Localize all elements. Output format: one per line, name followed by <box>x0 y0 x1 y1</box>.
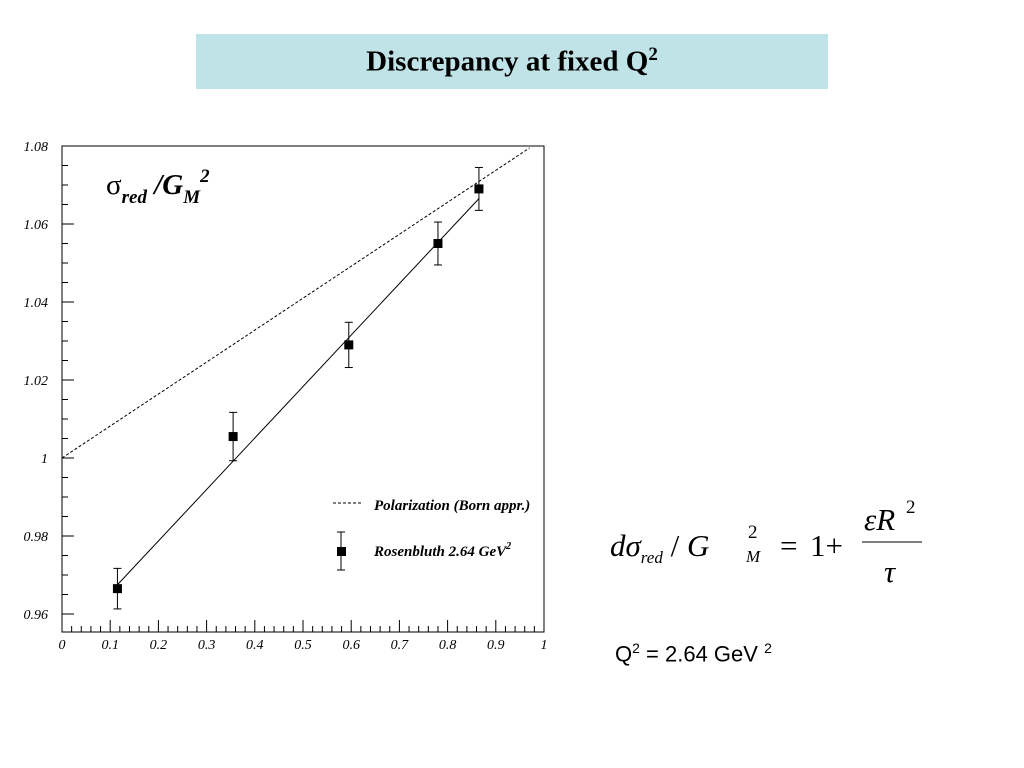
x-tick-label: 0.4 <box>246 638 264 653</box>
x-tick-label: 0.5 <box>294 638 312 653</box>
point-marker <box>344 340 354 350</box>
legend: Polarization (Born appr.) Rosenbluth 2.6… <box>333 498 530 571</box>
x-tick-label: 0 <box>59 638 66 653</box>
legend-marker-sample <box>337 547 346 556</box>
data-point <box>112 567 122 610</box>
legend-label-polarization: Polarization (Born appr.) <box>374 498 530 514</box>
point-marker <box>433 239 443 248</box>
formula-lhs: dσred / G <box>610 528 709 567</box>
x-tick-label: 0.6 <box>342 638 360 653</box>
data-point <box>344 321 354 369</box>
x-tick-label: 1 <box>541 638 548 653</box>
y-tick-label: 0.98 <box>24 530 49 545</box>
x-tick-label: 0.7 <box>391 638 410 653</box>
point-marker <box>112 584 122 594</box>
formula-denominator: τ <box>884 554 897 589</box>
y-tick-label: 1.06 <box>24 218 49 233</box>
formula-g-sup: 2 <box>748 522 758 543</box>
x-tick-label: 0.1 <box>101 638 119 653</box>
rosenbluth-fit-line <box>117 198 480 586</box>
point-marker <box>228 432 238 442</box>
formula-numerator: εR <box>864 502 895 537</box>
formula-one-plus: 1+ <box>810 528 843 563</box>
formula-equals: = <box>780 528 797 563</box>
y-tick-label: 0.96 <box>24 608 49 623</box>
y-tick-label: 1.04 <box>24 296 49 311</box>
formula: dσred / G 2 M = 1+ εR 2 τ <box>610 497 922 589</box>
data-point <box>433 221 443 266</box>
data-point <box>228 411 238 462</box>
polarization-dashed-line <box>61 147 530 459</box>
data-point <box>474 166 484 211</box>
plot-annotation: σred /GM2 <box>106 166 210 208</box>
y-tick-label: 1 <box>41 452 48 467</box>
formula-g-sub: M <box>745 547 761 566</box>
formula-numerator-sup: 2 <box>906 497 916 518</box>
slide-title: Discrepancy at fixed Q2 <box>366 44 658 78</box>
series-layer <box>61 147 530 610</box>
legend-label-rosenbluth: Rosenbluth 2.64 GeV2 <box>373 541 511 560</box>
point-marker <box>474 184 484 194</box>
q2-value-label: Q2 = 2.64 GeV 2 <box>615 640 772 667</box>
x-tick-label: 0.3 <box>198 638 216 653</box>
title-banner: Discrepancy at fixed Q2 <box>196 34 828 89</box>
y-tick-label: 1.02 <box>24 374 49 389</box>
y-tick-label: 1.08 <box>24 140 49 155</box>
x-tick-label: 0.9 <box>487 638 505 653</box>
axis-ticks: 0 0.1 0.2 0.3 0.4 0.5 0.6 0.7 0.8 0.9 1 0.96 0.98 1 1.… <box>24 140 548 653</box>
x-tick-label: 0.8 <box>439 638 457 653</box>
x-tick-label: 0.2 <box>150 638 168 653</box>
